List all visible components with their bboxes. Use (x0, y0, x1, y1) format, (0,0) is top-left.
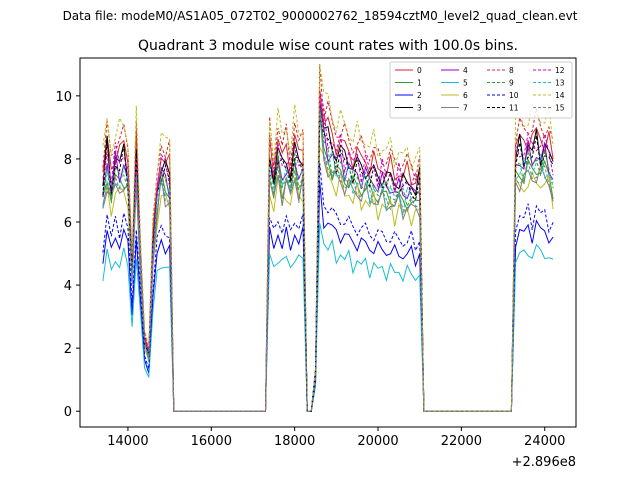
legend-label-7: 7 (463, 104, 468, 113)
legend-label-0: 0 (417, 66, 422, 75)
legend-label-14: 14 (555, 91, 565, 100)
legend-label-1: 1 (417, 79, 422, 88)
x-tick-label: 18000 (274, 434, 315, 449)
x-axis-offset-label: +2.896e8 (512, 455, 576, 470)
legend-label-8: 8 (509, 66, 514, 75)
y-tick-label: 0 (64, 405, 72, 420)
series-line-15 (102, 106, 554, 412)
legend-label-5: 5 (463, 79, 468, 88)
legend-label-2: 2 (417, 91, 422, 100)
legend-label-3: 3 (417, 104, 422, 113)
legend-label-4: 4 (463, 66, 468, 75)
series-lines (102, 64, 554, 412)
y-axis: 0 2 4 6 8 10 (55, 90, 80, 420)
plot-area (79, 57, 577, 428)
series-line-12 (102, 91, 554, 412)
legend-label-10: 10 (509, 91, 519, 100)
legend-label-11: 11 (509, 104, 519, 113)
legend-label-9: 9 (509, 79, 514, 88)
legend-box (389, 61, 573, 119)
y-tick-label: 10 (55, 90, 72, 105)
y-tick-label: 8 (64, 153, 72, 168)
y-tick-label: 4 (64, 279, 72, 294)
legend-label-12: 12 (555, 66, 565, 75)
x-tick-label: 14000 (107, 434, 148, 449)
legend-label-6: 6 (463, 91, 468, 100)
x-axis: 14000 16000 18000 20000 22000 24000 (107, 427, 565, 449)
legend-label-13: 13 (555, 79, 565, 88)
legend-label-15: 15 (555, 104, 565, 113)
chart-title: Quadrant 3 module wise count rates with … (138, 38, 518, 54)
x-tick-label: 24000 (524, 434, 565, 449)
x-tick-label: 16000 (191, 434, 232, 449)
series-line-14 (102, 64, 554, 412)
y-tick-label: 6 (64, 216, 72, 231)
x-tick-label: 20000 (357, 434, 398, 449)
y-tick-label: 2 (64, 342, 72, 357)
x-tick-label: 22000 (441, 434, 482, 449)
chart-suptitle: Data file: modeM0/AS1A05_072T02_90000027… (63, 9, 578, 23)
